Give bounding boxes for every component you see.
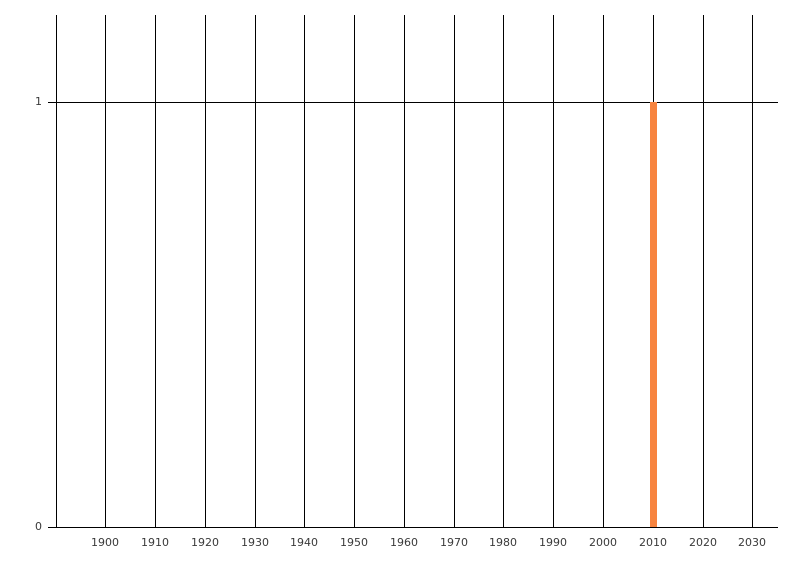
gridline-1910 (155, 15, 156, 528)
gridline-1970 (454, 15, 455, 528)
x-tick-label-1970: 1970 (440, 536, 468, 549)
x-tick-label-1990: 1990 (539, 536, 567, 549)
bar-2010[interactable] (650, 102, 657, 527)
gridline-2000 (603, 15, 604, 528)
y-tick-label-0: 0 (35, 520, 42, 533)
x-tick-label-2010: 2010 (639, 536, 667, 549)
gridline-1890 (56, 15, 57, 528)
x-tick-label-1980: 1980 (489, 536, 517, 549)
gridline-1930 (255, 15, 256, 528)
x-tick-label-1940: 1940 (290, 536, 318, 549)
x-tick-label-2020: 2020 (689, 536, 717, 549)
x-tick-label-1910: 1910 (141, 536, 169, 549)
gridline-2020 (703, 15, 704, 528)
gridline-1940 (304, 15, 305, 528)
x-tick-label-1950: 1950 (340, 536, 368, 549)
gridline-1960 (404, 15, 405, 528)
gridline-1980 (503, 15, 504, 528)
horizontal-gridline-1 (48, 102, 778, 103)
gridline-1950 (354, 15, 355, 528)
x-tick-label-2000: 2000 (589, 536, 617, 549)
x-tick-label-2030: 2030 (738, 536, 766, 549)
gridline-1990 (553, 15, 554, 528)
x-tick-label-1900: 1900 (91, 536, 119, 549)
x-tick-label-1930: 1930 (241, 536, 269, 549)
gridline-1900 (105, 15, 106, 528)
gridline-1920 (205, 15, 206, 528)
y-tick-label-1: 1 (35, 95, 42, 108)
x-tick-label-1960: 1960 (390, 536, 418, 549)
x-axis-line (48, 527, 778, 528)
gridline-2030 (752, 15, 753, 528)
x-tick-label-1920: 1920 (191, 536, 219, 549)
